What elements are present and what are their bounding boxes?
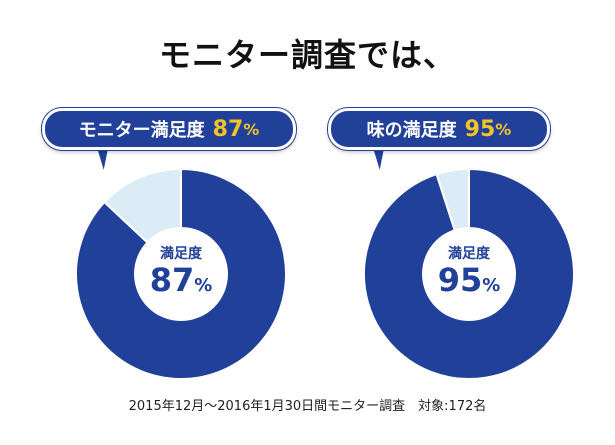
pie-chart — [363, 167, 575, 380]
callout-value: 87 — [212, 116, 244, 142]
pie-center-label: 満足度 95% — [421, 221, 517, 317]
callout-unit: % — [243, 119, 260, 139]
callout-label: モニター満足度 — [78, 120, 205, 141]
pie-center-hole — [422, 227, 516, 321]
pie-center-label: 満足度 87% — [133, 221, 229, 317]
survey-footnote: 2015年12月～2016年1月30日間モニター調査 対象:172名 — [128, 399, 487, 414]
callout-label: 味の満足度 — [366, 120, 457, 141]
callout-unit: % — [495, 119, 512, 139]
monitor-satisfaction-chart: モニター満足度 87 % 満足度 87% — [30, 100, 302, 380]
center-caption: 満足度 — [160, 245, 202, 262]
callout-value: 95 — [464, 116, 496, 142]
center-value: 87 — [149, 260, 195, 299]
center-unit: % — [194, 274, 213, 296]
pie-center-hole — [134, 227, 228, 321]
page-title: モニター調査では、 — [158, 36, 456, 74]
callout-badge: 味の満足度 95 % — [328, 108, 550, 150]
center-value: 95 — [437, 260, 483, 299]
pie-chart — [75, 167, 287, 380]
taste-satisfaction-chart: 味の満足度 95 % 満足度 95% — [318, 100, 590, 380]
center-caption: 満足度 — [448, 245, 490, 262]
center-unit: % — [482, 274, 501, 296]
callout-badge: モニター満足度 87 % — [42, 108, 296, 150]
